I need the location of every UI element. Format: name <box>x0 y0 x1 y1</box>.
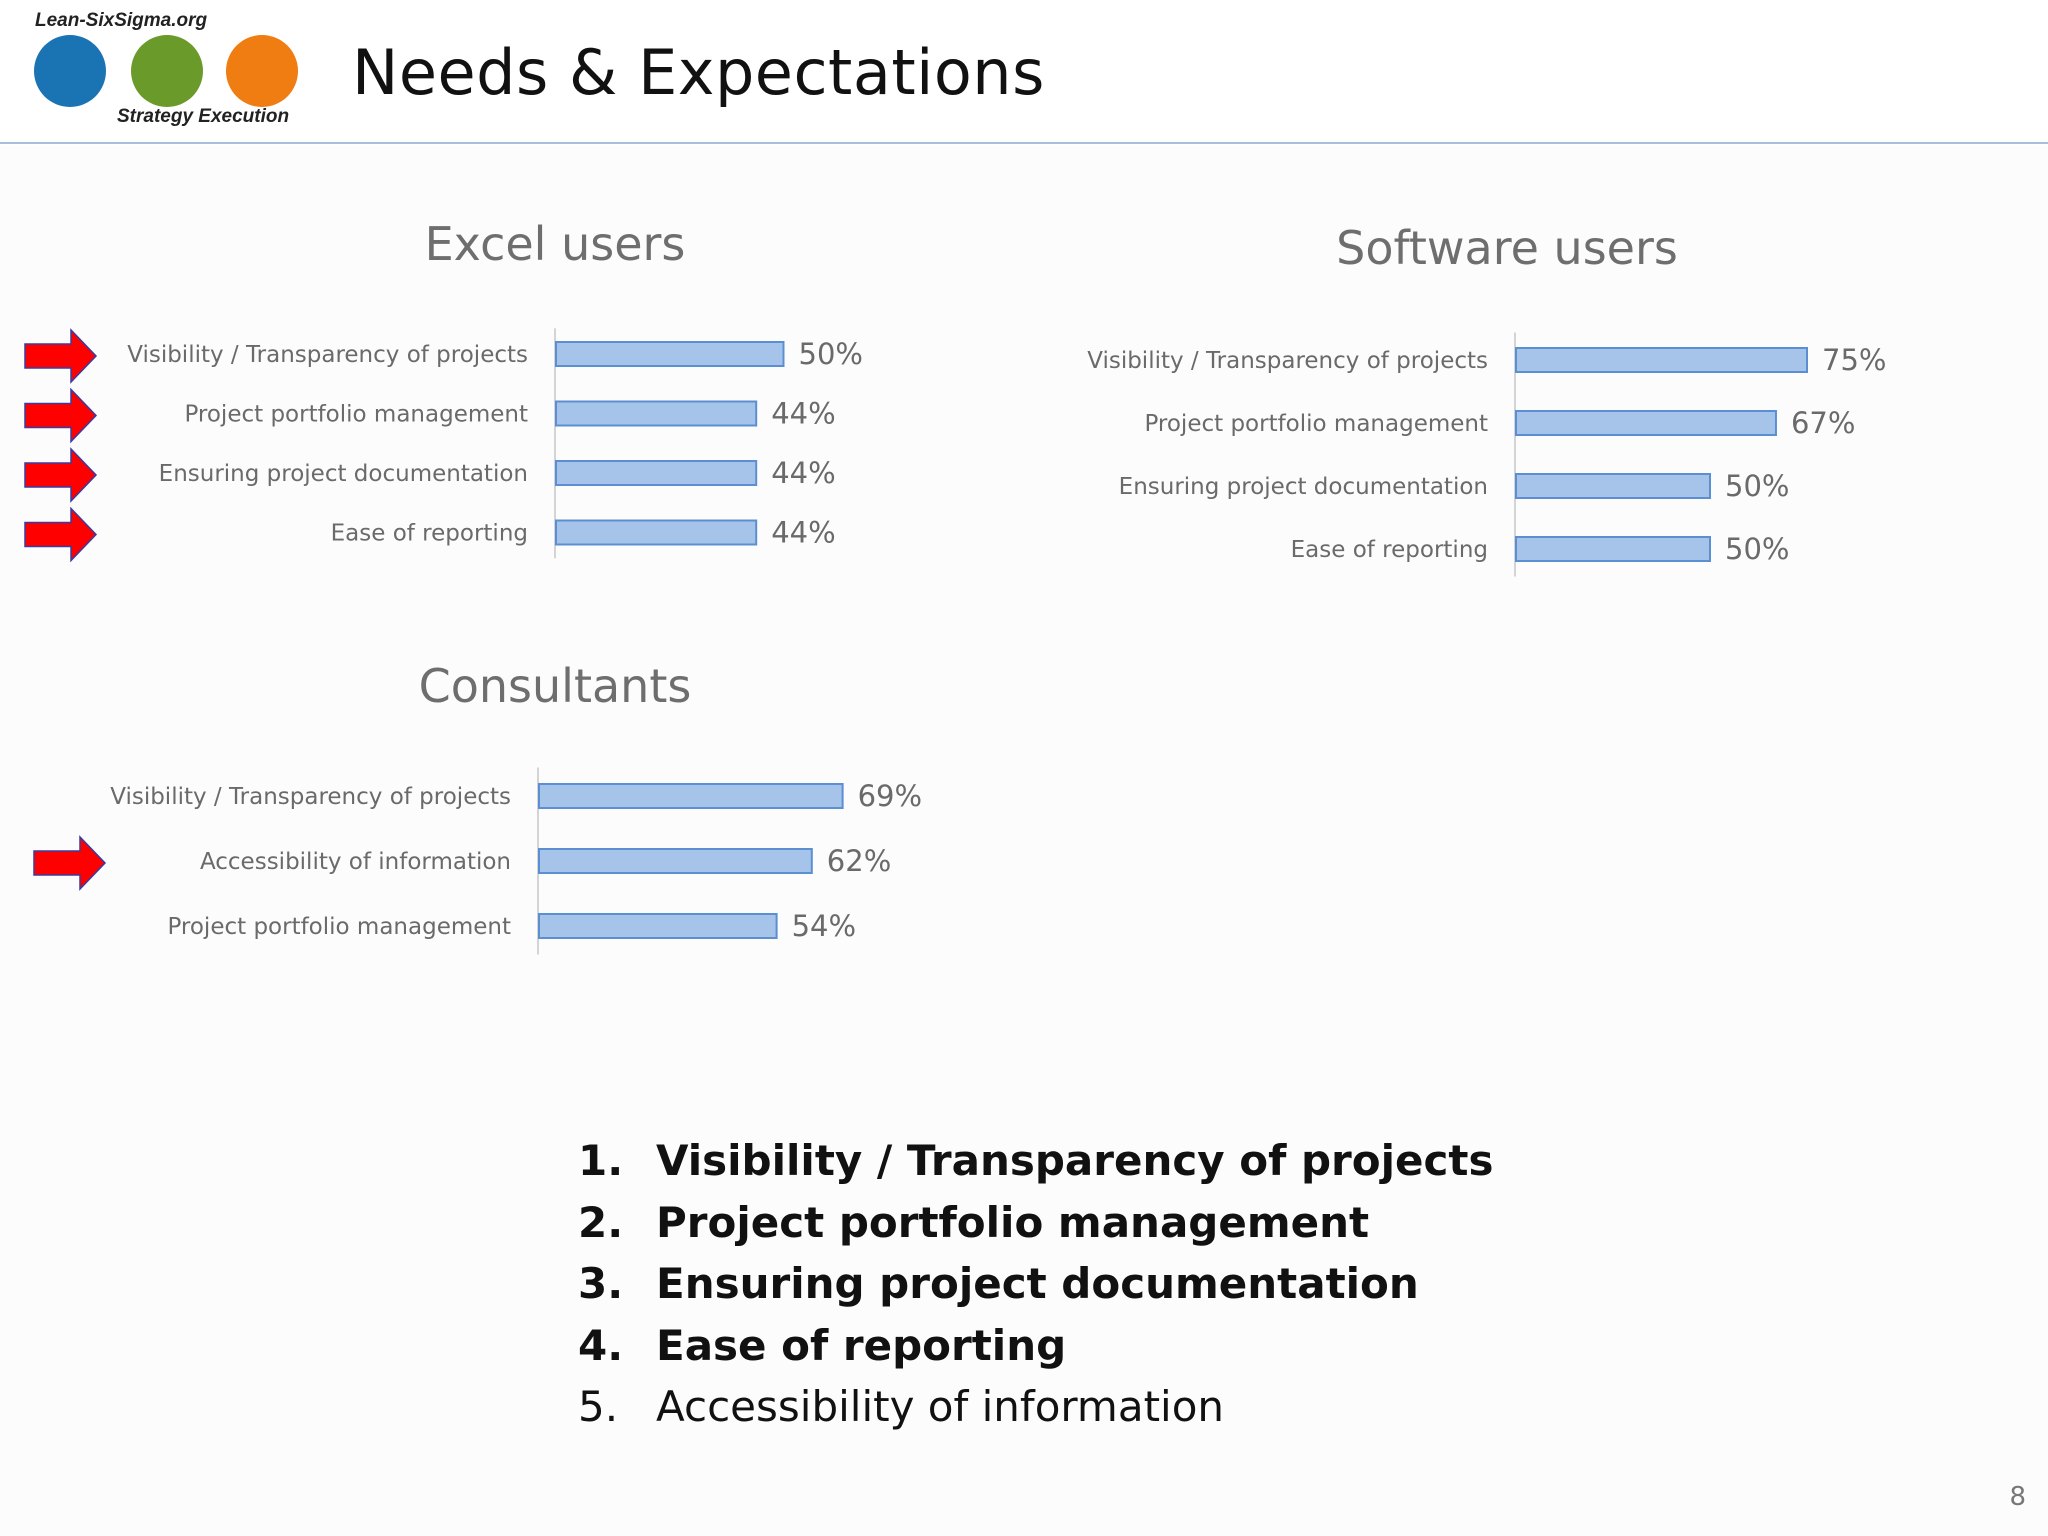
data-label: 44% <box>771 516 835 550</box>
category-label: Project portfolio management <box>184 402 528 428</box>
bar <box>555 400 758 427</box>
chart-excel-users-svg: Excel users Visibility / Transparency of … <box>24 217 863 563</box>
chart-consultants: Consultants Visibility / Transparency of … <box>0 659 1100 980</box>
bar <box>555 519 758 546</box>
bar <box>555 341 785 367</box>
logo-circle-orange <box>226 35 298 107</box>
category-label: Visibility / Transparency of projects <box>127 342 528 368</box>
chart-title: Software users <box>1336 221 1678 275</box>
logo-circle-blue <box>34 35 106 107</box>
category-label: Ease of reporting <box>331 521 528 547</box>
category-label: Ensuring project documentation <box>1119 474 1488 500</box>
priority-number: 2. <box>578 1197 624 1247</box>
chart-software-users-svg: Software users Visibility / Transparency … <box>1087 221 1886 577</box>
highlight-arrow-icon <box>24 506 98 563</box>
category-label: Project portfolio management <box>167 914 511 940</box>
title-divider <box>0 142 2048 144</box>
priority-text: Project portfolio management <box>656 1197 1370 1247</box>
data-label: 50% <box>799 337 863 371</box>
data-label: 69% <box>858 779 922 813</box>
priority-number: 5. <box>578 1382 619 1431</box>
data-label: 50% <box>1725 469 1789 503</box>
priority-item-1: 1. Visibility / Transparency of projects <box>578 1130 1493 1192</box>
highlight-arrow-icon <box>33 835 107 891</box>
slide-title: Needs & Expectations <box>352 36 1045 109</box>
logo-circle-green <box>131 35 203 107</box>
priority-item-3: 3. Ensuring project documentation <box>578 1253 1493 1315</box>
data-label: 75% <box>1822 343 1886 377</box>
priority-list: 1. Visibility / Transparency of projects … <box>578 1130 1493 1438</box>
data-label: 62% <box>827 844 891 878</box>
priority-item-4: 4. Ease of reporting <box>578 1315 1493 1377</box>
data-label: 44% <box>771 397 835 431</box>
bar <box>1515 347 1808 373</box>
data-label: 67% <box>1791 406 1855 440</box>
highlight-arrow-icon <box>24 447 98 503</box>
priority-number: 3. <box>578 1259 624 1308</box>
priority-text: Visibility / Transparency of projects <box>656 1136 1494 1185</box>
highlight-arrow-icon <box>24 328 98 384</box>
priority-number: 1. <box>578 1136 624 1185</box>
slide-background <box>0 146 2048 1536</box>
bar <box>1515 410 1777 436</box>
category-label: Visibility / Transparency of projects <box>110 784 511 810</box>
priority-item-5: 5. Accessibility of information <box>578 1376 1493 1438</box>
chart-title: Excel users <box>425 217 686 271</box>
chart-consultants-svg: Consultants Visibility / Transparency of … <box>33 659 922 955</box>
bar <box>1515 536 1711 562</box>
data-label: 54% <box>792 909 856 943</box>
priority-number: 4. <box>578 1320 624 1370</box>
category-label: Accessibility of information <box>200 849 511 875</box>
priority-item-2: 2. Project portfolio management <box>578 1192 1493 1254</box>
priority-text: Ensuring project documentation <box>656 1259 1419 1308</box>
priority-text: Ease of reporting <box>656 1320 1067 1370</box>
logo: Lean-SixSigma.org Strategy Execution <box>0 0 332 144</box>
bar <box>555 460 758 486</box>
category-label: Project portfolio management <box>1144 411 1488 437</box>
chart-excel-users: Excel users Visibility / Transparency of … <box>0 217 1000 600</box>
priority-text: Accessibility of information <box>656 1382 1225 1431</box>
bar <box>538 848 813 874</box>
chart-title: Consultants <box>419 659 692 713</box>
data-label: 50% <box>1725 532 1789 566</box>
category-label: Ensuring project documentation <box>159 461 528 487</box>
bar <box>1515 473 1711 499</box>
chart-software-users: Software users Visibility / Transparency … <box>1000 220 2000 600</box>
bar <box>538 783 844 809</box>
category-label: Visibility / Transparency of projects <box>1087 348 1488 374</box>
logo-bottom-text: Strategy Execution <box>117 106 290 127</box>
bar <box>538 913 778 939</box>
data-label: 44% <box>771 456 835 490</box>
page-number: 8 <box>2009 1482 2026 1512</box>
logo-top-text: Lean-SixSigma.org <box>35 10 208 31</box>
highlight-arrow-icon <box>24 387 98 444</box>
category-label: Ease of reporting <box>1291 537 1488 563</box>
